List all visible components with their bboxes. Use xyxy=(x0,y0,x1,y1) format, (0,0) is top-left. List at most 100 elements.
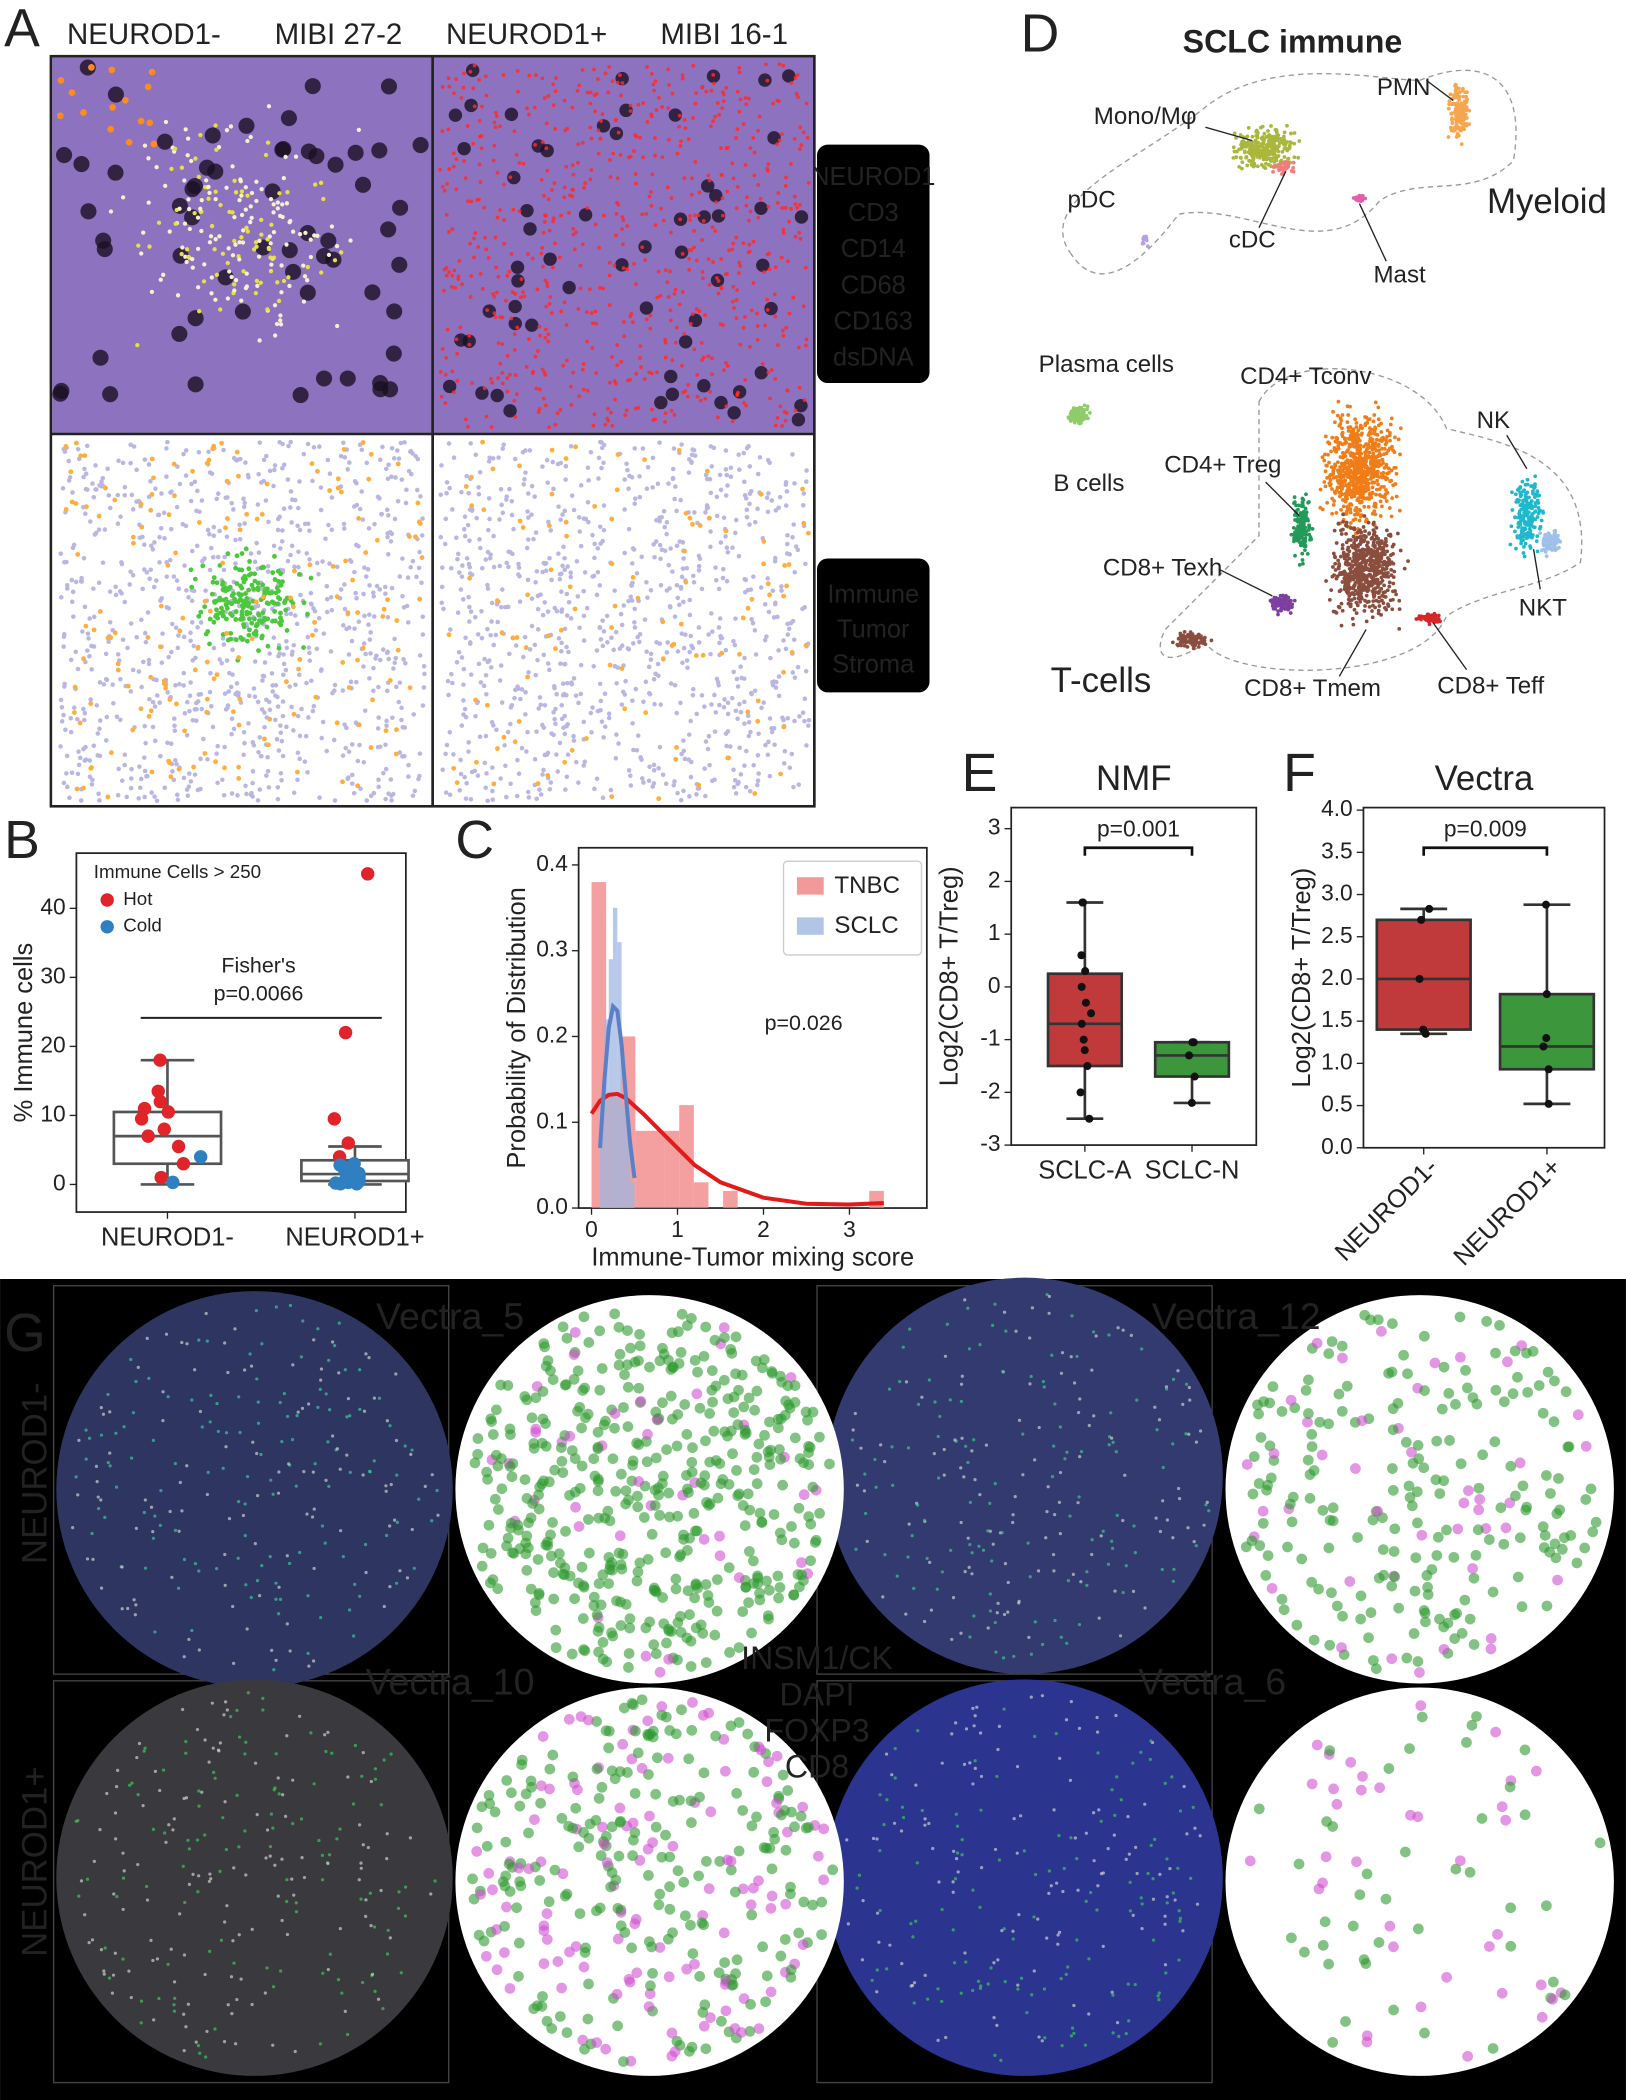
texture-dot xyxy=(669,231,673,235)
texture-dot xyxy=(679,585,684,590)
umap-dot xyxy=(1274,128,1278,132)
texture-dot xyxy=(224,617,229,622)
texture-dot xyxy=(500,371,504,375)
texture-dot xyxy=(420,555,425,560)
texture-dot xyxy=(533,757,538,762)
texture-dot xyxy=(303,274,307,278)
texture-dot xyxy=(513,457,518,462)
texture-dot xyxy=(617,131,621,135)
texture-dot xyxy=(59,698,64,703)
texture-dot xyxy=(367,676,372,681)
texture-dot xyxy=(254,600,259,605)
texture-dot xyxy=(223,525,228,530)
texture-dot xyxy=(350,639,355,644)
texture-dot xyxy=(262,710,267,715)
texture-dot xyxy=(670,409,674,413)
texture-dot xyxy=(271,484,276,489)
texture-dot xyxy=(331,564,336,569)
texture-dot xyxy=(222,568,227,573)
texture-dot xyxy=(499,663,504,668)
texture-dot xyxy=(468,640,473,645)
texture-dot xyxy=(553,241,557,245)
texture-dot xyxy=(309,576,314,581)
texture-dot xyxy=(477,662,482,667)
texture-dot xyxy=(782,334,786,338)
texture-dot xyxy=(185,700,190,705)
umap-dot xyxy=(1141,242,1145,246)
texture-dot xyxy=(714,578,719,583)
texture-dot xyxy=(359,489,364,494)
legend-label: CD68 xyxy=(841,271,906,299)
texture-dot xyxy=(82,556,87,561)
texture-dot xyxy=(464,484,469,489)
texture-dot xyxy=(176,646,181,651)
texture-dot xyxy=(451,274,455,278)
texture-dot xyxy=(676,649,681,654)
texture-dot xyxy=(443,268,447,272)
umap-dot xyxy=(1363,487,1367,491)
texture-dot xyxy=(238,617,243,622)
texture-dot xyxy=(665,650,670,655)
umap-dot xyxy=(1335,511,1339,515)
texture-dot xyxy=(531,370,535,374)
texture-dot xyxy=(315,469,320,474)
umap-dot xyxy=(1375,438,1379,442)
texture-dot xyxy=(482,684,487,689)
texture-dot xyxy=(505,108,518,121)
texture-dot xyxy=(372,522,377,527)
texture-dot xyxy=(284,639,289,644)
texture-dot xyxy=(95,753,100,758)
texture-dot xyxy=(691,312,695,316)
texture-dot xyxy=(608,663,613,668)
texture-dot xyxy=(664,781,669,786)
texture-dot xyxy=(521,525,526,530)
umap-dot xyxy=(1254,139,1258,143)
umap-dot xyxy=(1341,431,1345,435)
texture-dot xyxy=(525,546,530,551)
texture-dot xyxy=(249,204,253,208)
texture-dot xyxy=(175,792,180,797)
texture-dot xyxy=(475,386,488,399)
texture-dot xyxy=(265,625,270,630)
texture-dot xyxy=(671,467,676,472)
texture-dot xyxy=(800,607,805,612)
texture-dot xyxy=(247,559,252,564)
texture-dot xyxy=(348,238,352,242)
texture-dot xyxy=(396,462,401,467)
texture-dot xyxy=(717,113,721,117)
texture-dot xyxy=(671,358,675,362)
texture-dot xyxy=(184,473,189,478)
texture-dot xyxy=(708,283,712,287)
texture-dot xyxy=(635,571,640,576)
texture-dot xyxy=(738,664,743,669)
umap-dot xyxy=(1386,491,1390,495)
umap-dot xyxy=(1355,425,1359,429)
texture-dot xyxy=(193,479,198,484)
texture-dot xyxy=(376,777,381,782)
texture-dot xyxy=(682,646,687,651)
umap-dot xyxy=(1390,496,1394,500)
texture-dot xyxy=(184,260,188,264)
texture-dot xyxy=(627,527,632,532)
texture-dot xyxy=(96,731,101,736)
texture-dot xyxy=(703,313,707,317)
texture-dot xyxy=(484,692,489,697)
umap-dot xyxy=(1371,448,1375,452)
texture-dot xyxy=(400,556,405,561)
texture-dot xyxy=(585,206,589,210)
texture-dot xyxy=(591,664,596,669)
texture-dot xyxy=(644,680,649,685)
texture-dot xyxy=(768,656,773,661)
texture-dot xyxy=(307,645,312,650)
texture-dot xyxy=(742,479,747,484)
texture-dot xyxy=(648,327,652,331)
texture-dot xyxy=(288,505,293,510)
texture-dot xyxy=(81,747,86,752)
texture-dot xyxy=(79,798,84,803)
texture-dot xyxy=(194,718,199,723)
texture-dot xyxy=(190,469,195,474)
umap-dot xyxy=(1347,492,1351,496)
texture-dot xyxy=(709,464,714,469)
texture-dot xyxy=(622,507,627,512)
texture-dot xyxy=(535,569,540,574)
